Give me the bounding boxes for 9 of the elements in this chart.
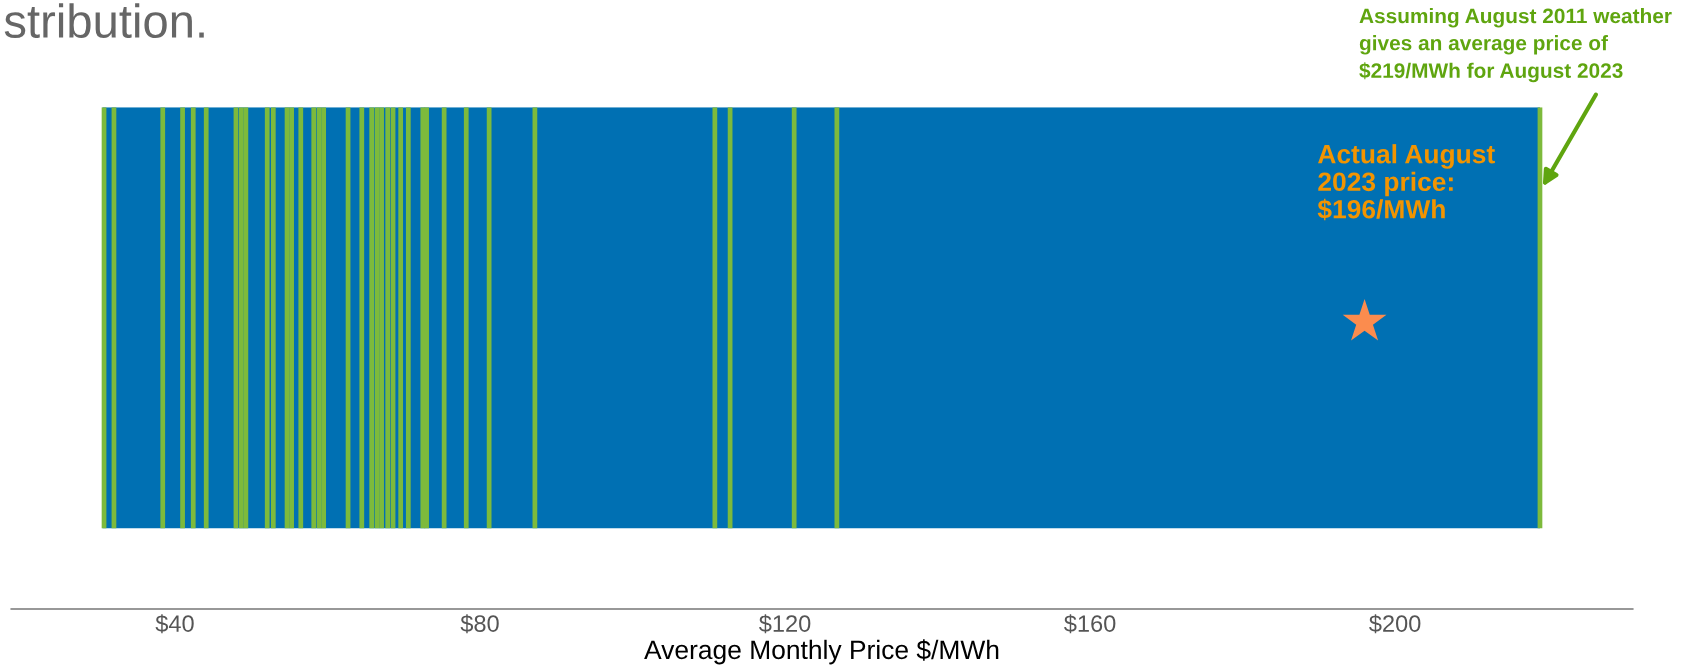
x-axis-title: Average Monthly Price $/MWh: [644, 639, 999, 665]
x-tick-label: $160: [1064, 614, 1116, 634]
annotation: Actual August 2023 price: $196/MWh: [1317, 144, 1495, 221]
text: Assuming August 2011 weather gives an average price of $219/MWh for August 2023: [1359, 8, 1672, 83]
x-tick-label: $120: [759, 614, 811, 634]
x-tick-label: $200: [1369, 614, 1421, 634]
x-tick-label: $80: [460, 614, 499, 634]
x-tick-label: $40: [155, 614, 194, 634]
chart-title: stribution.: [4, 3, 204, 39]
